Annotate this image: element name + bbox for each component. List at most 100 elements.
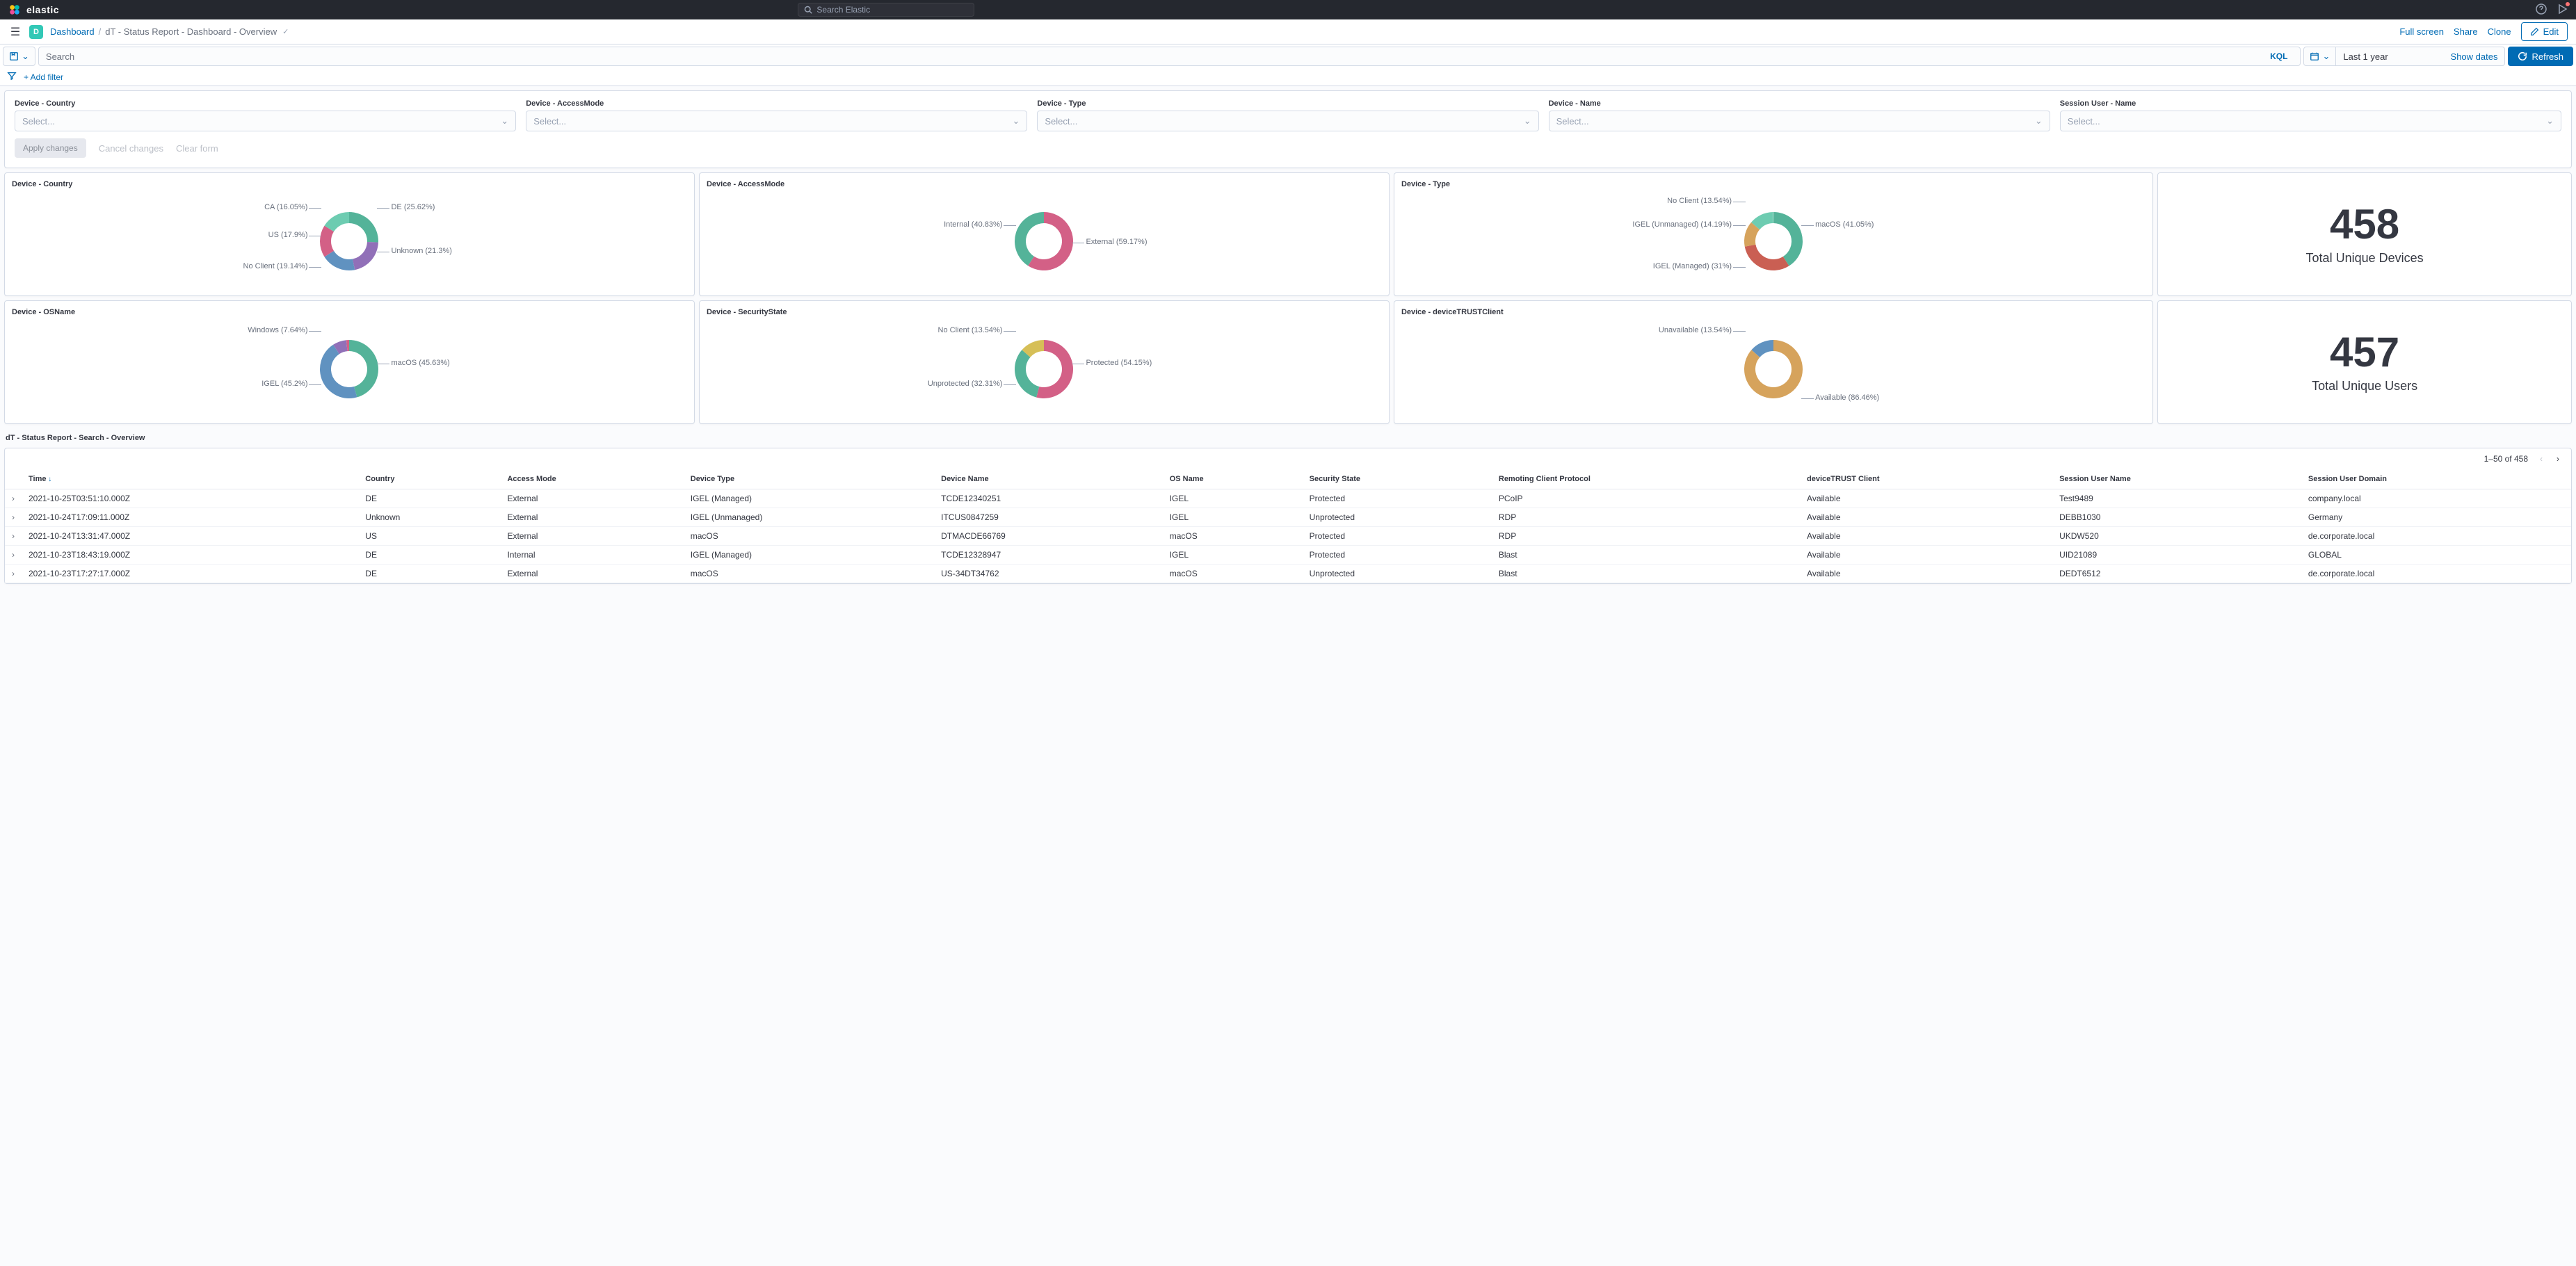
- brand-text: elastic: [26, 4, 59, 15]
- col-header[interactable]: Time: [22, 469, 358, 489]
- chevron-down-icon: ⌄: [501, 115, 508, 127]
- chevron-down-icon: ⌄: [2546, 115, 2554, 127]
- control-select[interactable]: Select... ⌄: [2060, 111, 2561, 131]
- fullscreen-button[interactable]: Full screen: [2399, 26, 2444, 37]
- col-header[interactable]: Session User Domain: [2301, 469, 2571, 489]
- col-header[interactable]: Country: [358, 469, 500, 489]
- table-cell: Blast: [1492, 546, 1800, 565]
- col-header[interactable]: Session User Name: [2052, 469, 2301, 489]
- col-header[interactable]: Device Name: [934, 469, 1163, 489]
- edit-label: Edit: [2543, 26, 2559, 37]
- col-header[interactable]: Device Type: [684, 469, 934, 489]
- table-cell: TCDE12328947: [934, 546, 1163, 565]
- expand-row-icon[interactable]: ›: [5, 508, 22, 527]
- slice-label: macOS (41.05%): [1815, 220, 1874, 229]
- slice-label: External (59.17%): [1086, 238, 1147, 246]
- filter-options-icon[interactable]: [7, 71, 17, 83]
- chart-title: Device - SecurityState: [707, 308, 1382, 316]
- table-row: ›2021-10-24T13:31:47.000ZUSExternalmacOS…: [5, 527, 2571, 546]
- show-dates-button[interactable]: Show dates: [2444, 51, 2505, 62]
- saved-check-icon: ✓: [282, 27, 289, 36]
- cancel-changes-button[interactable]: Cancel changes: [99, 143, 163, 154]
- space-avatar[interactable]: D: [29, 25, 43, 39]
- table-cell: 2021-10-23T18:43:19.000Z: [22, 546, 358, 565]
- slice-label: macOS (45.63%): [391, 359, 449, 367]
- date-range-text: Last 1 year: [2336, 51, 2443, 62]
- table-cell: External: [500, 565, 683, 583]
- col-header[interactable]: Remoting Client Protocol: [1492, 469, 1800, 489]
- query-bar: ⌄ Search KQL ⌄ Last 1 year Show dates Re…: [0, 44, 2576, 68]
- table-cell: DE: [358, 489, 500, 508]
- table-cell: Available: [1800, 508, 2052, 527]
- header-search-placeholder: Search Elastic: [816, 5, 870, 15]
- table-cell: macOS: [684, 565, 934, 583]
- table-cell: DE: [358, 546, 500, 565]
- kql-badge[interactable]: KQL: [2270, 51, 2293, 61]
- refresh-button[interactable]: Refresh: [2508, 47, 2573, 66]
- header-search[interactable]: Search Elastic: [798, 3, 974, 17]
- table-cell: US-34DT34762: [934, 565, 1163, 583]
- chart-panel: Device - Type macOS (41.05%)IGEL (Manage…: [1394, 172, 2153, 296]
- expand-row-icon[interactable]: ›: [5, 527, 22, 546]
- results-table-panel: 1–50 of 458 ‹ › TimeCountryAccess ModeDe…: [4, 448, 2572, 584]
- edit-button[interactable]: Edit: [2521, 22, 2568, 41]
- breadcrumb-bar: ☰ D Dashboard / dT - Status Report - Das…: [0, 19, 2576, 44]
- prev-page-button[interactable]: ‹: [2535, 453, 2547, 465]
- slice-label: Available (86.46%): [1815, 393, 1879, 402]
- share-button[interactable]: Share: [2454, 26, 2478, 37]
- slice-label: CA (16.05%): [264, 203, 307, 211]
- table-cell: Blast: [1492, 565, 1800, 583]
- donut-chart: External (59.17%)Internal (40.83%): [707, 193, 1382, 290]
- expand-row-icon[interactable]: ›: [5, 546, 22, 565]
- page-label: 1–50 of 458: [2484, 454, 2528, 464]
- donut-chart: macOS (41.05%)IGEL (Managed) (31%)IGEL (…: [1401, 193, 2146, 290]
- add-filter-button[interactable]: + Add filter: [24, 72, 63, 82]
- col-header[interactable]: deviceTRUST Client: [1800, 469, 2052, 489]
- table-cell: IGEL: [1163, 546, 1303, 565]
- chart-title: Device - deviceTRUSTClient: [1401, 308, 2146, 316]
- newsfeed-icon[interactable]: [2557, 3, 2568, 17]
- clear-form-button[interactable]: Clear form: [176, 143, 218, 154]
- slice-label: DE (25.62%): [391, 203, 435, 211]
- table-cell: DEBB1030: [2052, 508, 2301, 527]
- slice-label: IGEL (Managed) (31%): [1653, 262, 1732, 270]
- control-select[interactable]: Select... ⌄: [1037, 111, 1538, 131]
- slice-label: Protected (54.15%): [1086, 359, 1152, 367]
- date-picker[interactable]: ⌄ Last 1 year Show dates: [2303, 47, 2505, 66]
- slice-label: IGEL (45.2%): [261, 380, 307, 388]
- expand-row-icon[interactable]: ›: [5, 565, 22, 583]
- donut-chart: Protected (54.15%)Unprotected (32.31%)No…: [707, 320, 1382, 418]
- breadcrumb-root[interactable]: Dashboard: [50, 26, 95, 37]
- table-cell: RDP: [1492, 508, 1800, 527]
- col-header[interactable]: Access Mode: [500, 469, 683, 489]
- control-select[interactable]: Select... ⌄: [15, 111, 516, 131]
- table-cell: 2021-10-24T17:09:11.000Z: [22, 508, 358, 527]
- filter-row: + Add filter: [0, 68, 2576, 86]
- chevron-down-icon: ⌄: [2035, 115, 2043, 127]
- chart-title: Device - OSName: [12, 308, 687, 316]
- apply-changes-button[interactable]: Apply changes: [15, 138, 86, 158]
- select-placeholder: Select...: [1045, 116, 1077, 127]
- elastic-logo[interactable]: elastic: [8, 3, 59, 16]
- table-cell: ITCUS0847259: [934, 508, 1163, 527]
- clone-button[interactable]: Clone: [2488, 26, 2511, 37]
- table-cell: DE: [358, 565, 500, 583]
- table-cell: External: [500, 527, 683, 546]
- saved-query-button[interactable]: ⌄: [3, 47, 35, 66]
- table-cell: Protected: [1303, 489, 1492, 508]
- control-select[interactable]: Select... ⌄: [1549, 111, 2050, 131]
- control-select[interactable]: Select... ⌄: [526, 111, 1027, 131]
- help-icon[interactable]: [2536, 3, 2547, 17]
- chart-panel: Device - deviceTRUSTClient Available (86…: [1394, 300, 2153, 424]
- nav-menu-icon[interactable]: ☰: [8, 25, 22, 39]
- table-cell: IGEL (Unmanaged): [684, 508, 934, 527]
- col-header[interactable]: Security State: [1303, 469, 1492, 489]
- next-page-button[interactable]: ›: [2552, 453, 2564, 465]
- slice-label: US (17.9%): [268, 231, 308, 239]
- table-cell: IGEL: [1163, 508, 1303, 527]
- breadcrumb: Dashboard / dT - Status Report - Dashboa…: [50, 26, 289, 37]
- query-input[interactable]: Search KQL: [38, 47, 2301, 66]
- expand-row-icon[interactable]: ›: [5, 489, 22, 508]
- col-header[interactable]: OS Name: [1163, 469, 1303, 489]
- control-label: Device - Country: [15, 99, 516, 108]
